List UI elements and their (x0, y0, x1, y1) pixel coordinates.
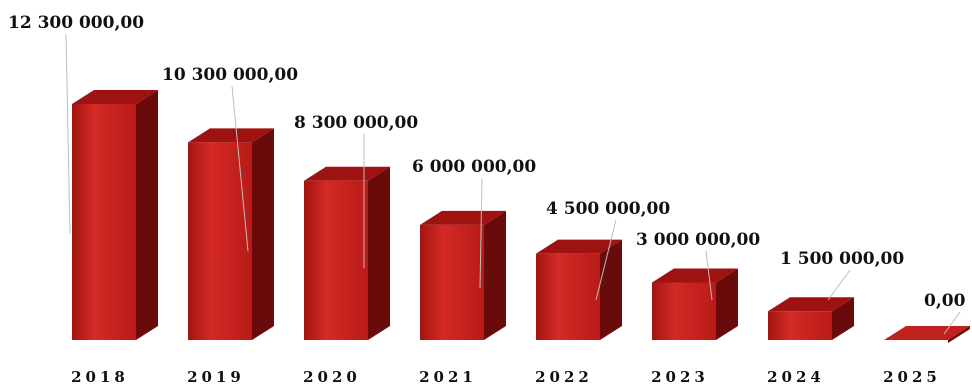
data-label-2018: 12 300 000,00 (8, 13, 144, 33)
bar-top-2022 (536, 239, 622, 254)
bar-front-2022 (536, 253, 600, 340)
leader-line-2025 (943, 311, 961, 335)
bar-front-2023 (652, 282, 716, 340)
x-tick-label-2021: 2021 (419, 368, 477, 384)
leader-line-2018 (65, 33, 71, 234)
leader-line-2024 (827, 269, 851, 301)
leader-line-2022 (595, 219, 617, 301)
bar-side-2020 (368, 166, 390, 340)
bar-side-2023 (716, 268, 738, 340)
x-tick-label-2022: 2022 (535, 368, 593, 384)
bar-2018 (72, 90, 158, 340)
bar-2022 (536, 239, 622, 340)
bar-front-2021 (420, 224, 484, 340)
bar-front-2024 (768, 311, 832, 340)
bar-top-2025 (884, 326, 970, 340)
bar-top-2021 (420, 210, 506, 225)
x-tick-label-2025: 2025 (883, 368, 941, 384)
bar-2021 (420, 210, 506, 340)
bar-top-2023 (652, 268, 738, 283)
bar-2020 (304, 166, 390, 340)
bar-side-2019 (252, 128, 274, 340)
bar-2024 (768, 297, 854, 340)
data-label-2021: 6 000 000,00 (412, 157, 536, 177)
bar-side-2025 (948, 326, 970, 343)
bar-2025 (884, 326, 970, 343)
x-tick-label-2019: 2019 (187, 368, 245, 384)
leader-line-2021 (479, 177, 483, 289)
x-tick-label-2024: 2024 (767, 368, 825, 384)
bar-side-2024 (832, 297, 854, 340)
x-tick-label-2020: 2020 (303, 368, 361, 384)
x-tick-label-2023: 2023 (651, 368, 709, 384)
data-label-2019: 10 300 000,00 (162, 65, 298, 85)
leader-line-2019 (231, 85, 249, 252)
bar-side-2021 (484, 210, 506, 340)
data-label-2025: 0,00 (924, 291, 966, 311)
bar-top-2019 (188, 128, 274, 143)
data-label-2023: 3 000 000,00 (636, 230, 760, 250)
bar-2023 (652, 268, 738, 340)
bar-side-2022 (600, 239, 622, 340)
data-label-2020: 8 300 000,00 (294, 113, 418, 133)
bar-2019 (188, 128, 274, 340)
bar-front-2020 (304, 180, 368, 340)
bar-front-2018 (72, 104, 136, 340)
bar-top-2024 (768, 297, 854, 312)
data-label-2024: 1 500 000,00 (780, 249, 904, 269)
bar-top-2018 (72, 90, 158, 104)
data-label-2022: 4 500 000,00 (546, 199, 670, 219)
bar-side-2018 (136, 90, 158, 340)
leader-line-2023 (705, 250, 713, 301)
x-tick-label-2018: 2018 (71, 368, 129, 384)
bar-top-2020 (304, 166, 390, 181)
bar-front-2019 (188, 142, 252, 340)
